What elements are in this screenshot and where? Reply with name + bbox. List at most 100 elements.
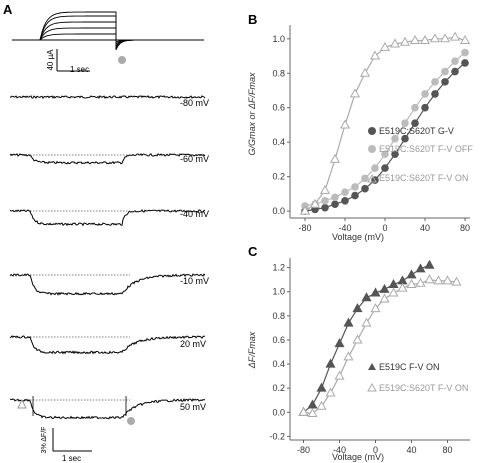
- data-point-triangle: [406, 269, 417, 279]
- data-point-circle: [401, 134, 409, 143]
- data-point-triangle: [451, 276, 462, 286]
- panel-b-label: B: [248, 12, 257, 27]
- data-point-triangle: [449, 31, 461, 41]
- data-point-triangle: [370, 287, 381, 297]
- fluorescence-trace: [9, 153, 206, 165]
- data-point-triangle: [325, 387, 336, 397]
- data-point-triangle: [424, 259, 435, 269]
- fluorescence-trace: [9, 209, 206, 227]
- data-point-triangle: [307, 407, 318, 417]
- y-tick-label: 1.2: [272, 263, 285, 273]
- current-traces: [12, 11, 204, 51]
- data-point-triangle: [334, 338, 345, 348]
- y-tick-label: 0.6: [272, 103, 285, 113]
- data-point-triangle: [319, 184, 331, 194]
- chart-c-xlabel: Voltage (mV): [332, 452, 384, 462]
- y-tick-label: 0.4: [272, 359, 285, 369]
- x-tick-label: 0: [382, 223, 387, 233]
- data-point-triangle: [359, 67, 371, 77]
- fluorescence-trace: [9, 398, 206, 420]
- data-point-triangle: [361, 292, 372, 302]
- chart-b: -80 -40 0 40 80 0.0 0.2 0.4 0.6 0.8 1.0: [272, 25, 471, 233]
- data-point-triangle: [379, 293, 390, 303]
- data-point-triangle: [352, 334, 363, 344]
- data-point-triangle: [343, 351, 354, 361]
- legend-label: E519C:S620T F-V ON: [379, 383, 468, 393]
- data-point-triangle: [299, 205, 311, 215]
- data-point-triangle: [439, 33, 451, 43]
- fit-curve: [304, 62, 466, 212]
- x-tick-label: -40: [338, 223, 351, 233]
- fluorescence-traces: [9, 95, 206, 420]
- data-point-triangle: [424, 274, 435, 284]
- data-point-triangle: [419, 34, 431, 45]
- y-tick-label: 0.4: [272, 137, 285, 147]
- data-point-circle: [321, 196, 329, 205]
- trace-voltage-label: -80 mV: [180, 98, 209, 108]
- legend-label: E519C:S620T G-V: [379, 126, 454, 136]
- y-tick-label: 0.0: [272, 206, 285, 216]
- data-point-circle: [371, 164, 379, 172]
- data-point-circle: [461, 59, 469, 67]
- chart-c-ylabel: ΔF/Fmax: [247, 331, 257, 369]
- fluorescence-trace: [9, 95, 206, 100]
- data-point-triangle: [389, 38, 401, 48]
- data-point-circle: [451, 57, 459, 65]
- legend-marker-circle: [368, 127, 376, 135]
- data-point-triangle: [415, 277, 426, 287]
- x-tick-label: 0: [373, 445, 378, 455]
- legend-label: E519C F-V ON: [379, 362, 440, 372]
- y-tick-label: 1.0: [272, 287, 285, 297]
- legend-marker-triangle: [367, 382, 377, 392]
- data-point-triangle: [307, 399, 318, 409]
- x-tick-label: -80: [297, 445, 310, 455]
- data-point-circle: [441, 78, 449, 86]
- data-point-triangle: [343, 317, 354, 327]
- data-point-triangle: [415, 263, 426, 273]
- trace-voltage-label: 20 mV: [180, 339, 206, 349]
- data-point-triangle: [433, 275, 444, 285]
- off-marker-dot: [127, 417, 135, 425]
- panel-c-label: C: [248, 244, 258, 259]
- data-point-triangle: [442, 275, 453, 285]
- chart-b-ylabel: G/Gmax or ΔF/Fmax: [247, 72, 257, 156]
- legend-label: E519C:S620T F-V OFF: [379, 144, 473, 154]
- fit-curve: [303, 279, 457, 415]
- y-tick-label: -0.2: [269, 431, 285, 441]
- data-point-triangle: [325, 358, 336, 368]
- data-point-triangle: [339, 119, 351, 129]
- on-marker-triangle: [17, 398, 27, 409]
- trace-voltage-label: -10 mV: [180, 276, 209, 286]
- chart-b-xlabel: Voltage (mV): [332, 232, 384, 242]
- y-tick-label: 0.8: [272, 311, 285, 321]
- y-tick-label: 0.8: [272, 68, 285, 78]
- fit-curve: [304, 36, 466, 212]
- data-point-circle: [361, 174, 369, 183]
- data-point-circle: [361, 184, 369, 193]
- current-trace: [12, 15, 204, 51]
- x-tick-label: 80: [460, 223, 470, 233]
- legend-marker-triangle: [368, 363, 376, 370]
- data-point-triangle: [370, 303, 381, 313]
- data-point-triangle: [352, 303, 363, 313]
- current-scale-label: 40 µA: [46, 49, 55, 71]
- data-point-circle: [441, 67, 449, 76]
- data-point-triangle: [309, 198, 321, 208]
- data-point-triangle: [429, 33, 441, 43]
- y-tick-label: 0.2: [272, 172, 285, 182]
- data-point-triangle: [298, 406, 309, 416]
- data-point-circle: [461, 48, 469, 57]
- fluorescence-trace: [9, 273, 206, 296]
- fluor-scale-label: 3% ΔF/F: [41, 427, 48, 454]
- data-point-triangle: [459, 34, 471, 45]
- data-point-circle: [331, 200, 339, 209]
- data-point-circle: [411, 119, 419, 128]
- legend-marker-circle: [368, 145, 376, 153]
- data-point-triangle: [369, 50, 381, 60]
- data-point-triangle: [406, 278, 417, 289]
- off-marker-dot: [118, 56, 126, 64]
- data-point-triangle: [361, 317, 372, 327]
- data-point-circle: [451, 67, 459, 76]
- data-point-triangle: [397, 282, 408, 292]
- data-point-triangle: [379, 41, 391, 51]
